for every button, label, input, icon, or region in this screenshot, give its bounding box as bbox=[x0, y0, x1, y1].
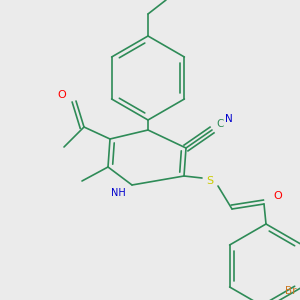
Text: NH: NH bbox=[111, 188, 125, 198]
Text: Br: Br bbox=[285, 286, 296, 296]
Text: C: C bbox=[216, 119, 224, 129]
Text: O: O bbox=[58, 90, 66, 100]
Text: O: O bbox=[274, 191, 282, 201]
Text: S: S bbox=[206, 176, 214, 186]
Text: N: N bbox=[225, 114, 233, 124]
